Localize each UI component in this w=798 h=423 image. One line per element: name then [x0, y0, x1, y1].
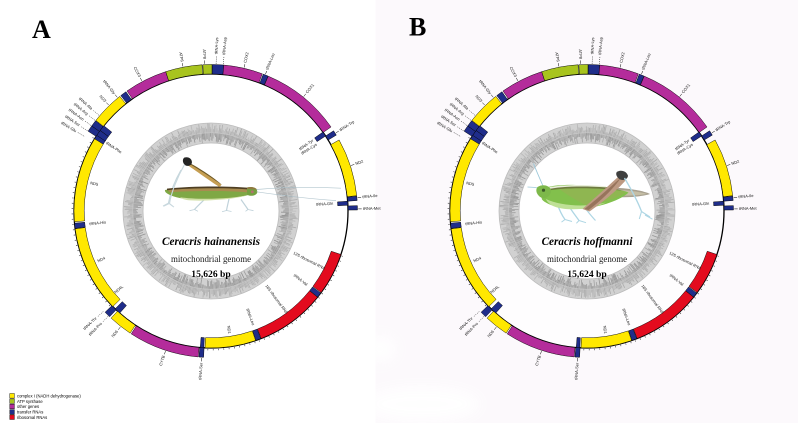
svg-text:ND2: ND2 [731, 158, 741, 165]
svg-text:COX3: COX3 [509, 66, 519, 79]
svg-text:tRNA-Leu: tRNA-Leu [245, 308, 256, 326]
svg-text:Ceracris hainanensis: Ceracris hainanensis [162, 236, 261, 248]
svg-text:tRNA-His: tRNA-His [465, 219, 482, 226]
svg-text:CYTB: CYTB [534, 354, 542, 366]
svg-text:tRNA-Lys: tRNA-Lys [214, 37, 220, 54]
svg-text:tRNA-Met: tRNA-Met [739, 206, 758, 211]
svg-text:tRNA-Ile: tRNA-Ile [362, 193, 378, 199]
svg-text:ND4: ND4 [473, 255, 483, 263]
svg-text:mitochondrial genome: mitochondrial genome [547, 254, 627, 264]
svg-text:15,624 bp: 15,624 bp [567, 269, 606, 280]
svg-text:ATP synthase: ATP synthase [17, 399, 43, 404]
svg-text:tRNA-Lys: tRNA-Lys [590, 37, 596, 54]
svg-text:ATP8: ATP8 [578, 49, 583, 60]
svg-text:ND6: ND6 [486, 328, 495, 338]
svg-text:tRNA-Ser: tRNA-Ser [573, 362, 579, 380]
svg-text:ND2: ND2 [355, 158, 365, 165]
svg-text:tRNA-Leu: tRNA-Leu [640, 52, 651, 70]
svg-text:ND3: ND3 [98, 94, 108, 104]
svg-text:COX3: COX3 [133, 66, 143, 79]
svg-text:tRNA-Gln: tRNA-Gln [316, 201, 333, 207]
svg-text:ND1: ND1 [602, 325, 608, 334]
svg-text:tRNA-Ser: tRNA-Ser [197, 362, 203, 380]
svg-text:tRNA-Asp: tRNA-Asp [597, 36, 604, 55]
svg-text:CYTB: CYTB [158, 354, 166, 366]
svg-text:tRNA-Ile: tRNA-Ile [738, 193, 754, 199]
svg-text:ND4L: ND4L [113, 284, 125, 295]
svg-text:B: B [409, 13, 426, 42]
svg-text:tRNA-Leu: tRNA-Leu [264, 52, 275, 70]
svg-text:ND4: ND4 [97, 255, 107, 263]
svg-text:tRNA-Gln: tRNA-Gln [692, 201, 709, 207]
svg-text:tRNA-Met: tRNA-Met [363, 206, 382, 211]
svg-text:COX1: COX1 [680, 82, 691, 94]
svg-text:COX2: COX2 [618, 51, 625, 63]
svg-text:tRNA-Asp: tRNA-Asp [221, 36, 228, 55]
svg-text:ribosomal RNAs: ribosomal RNAs [17, 415, 47, 420]
svg-text:other genes: other genes [17, 404, 39, 409]
svg-text:ATP8: ATP8 [202, 49, 207, 60]
svg-text:tRNA-Leu: tRNA-Leu [621, 308, 632, 326]
svg-text:COX1: COX1 [304, 82, 315, 94]
svg-text:15,626 bp: 15,626 bp [191, 269, 230, 280]
svg-text:ND3: ND3 [474, 94, 484, 104]
svg-text:ND6: ND6 [110, 328, 119, 338]
svg-text:COX2: COX2 [242, 51, 249, 63]
svg-text:ND5: ND5 [466, 180, 476, 187]
svg-text:ND5: ND5 [90, 180, 100, 187]
svg-text:ATP6: ATP6 [178, 52, 185, 63]
svg-text:ND1: ND1 [226, 325, 232, 334]
svg-text:tRNA-His: tRNA-His [89, 219, 106, 226]
svg-text:ATP6: ATP6 [554, 52, 561, 63]
svg-text:complex I (NADH dehydrogenase): complex I (NADH dehydrogenase) [17, 394, 81, 399]
svg-text:transfer RNAs: transfer RNAs [17, 410, 43, 415]
svg-text:Ceracris hoffmanni: Ceracris hoffmanni [542, 236, 634, 248]
svg-text:ND4L: ND4L [489, 284, 501, 295]
svg-text:A: A [32, 15, 51, 44]
svg-text:mitochondrial genome: mitochondrial genome [171, 254, 251, 264]
